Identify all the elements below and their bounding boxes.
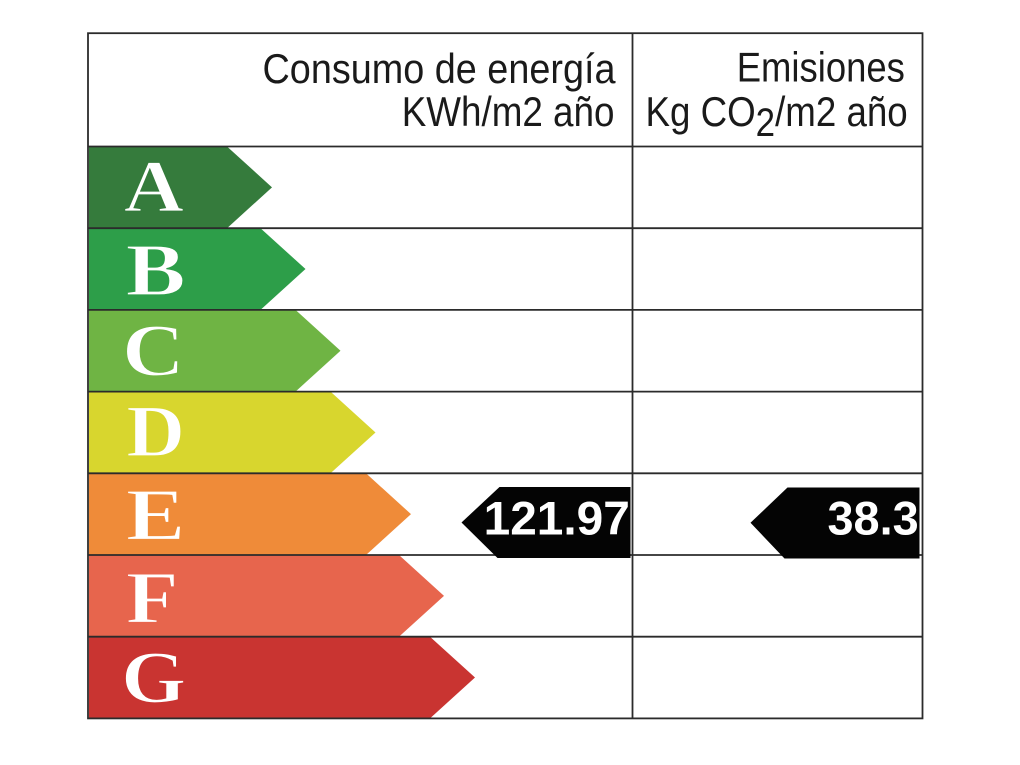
svg-text:F: F (126, 558, 179, 640)
svg-text:38.3: 38.3 (828, 492, 919, 545)
svg-text:KWh/m2 año: KWh/m2 año (402, 88, 615, 135)
svg-text:B: B (126, 230, 186, 312)
svg-text:E: E (126, 474, 185, 556)
svg-text:A: A (124, 146, 184, 228)
svg-text:Consumo de energía: Consumo de energía (263, 45, 617, 92)
svg-text:G: G (121, 637, 186, 719)
svg-text:D: D (126, 391, 185, 473)
svg-text:C: C (122, 311, 184, 393)
svg-text:Emisiones: Emisiones (737, 43, 905, 90)
svg-text:121.97: 121.97 (484, 492, 630, 545)
